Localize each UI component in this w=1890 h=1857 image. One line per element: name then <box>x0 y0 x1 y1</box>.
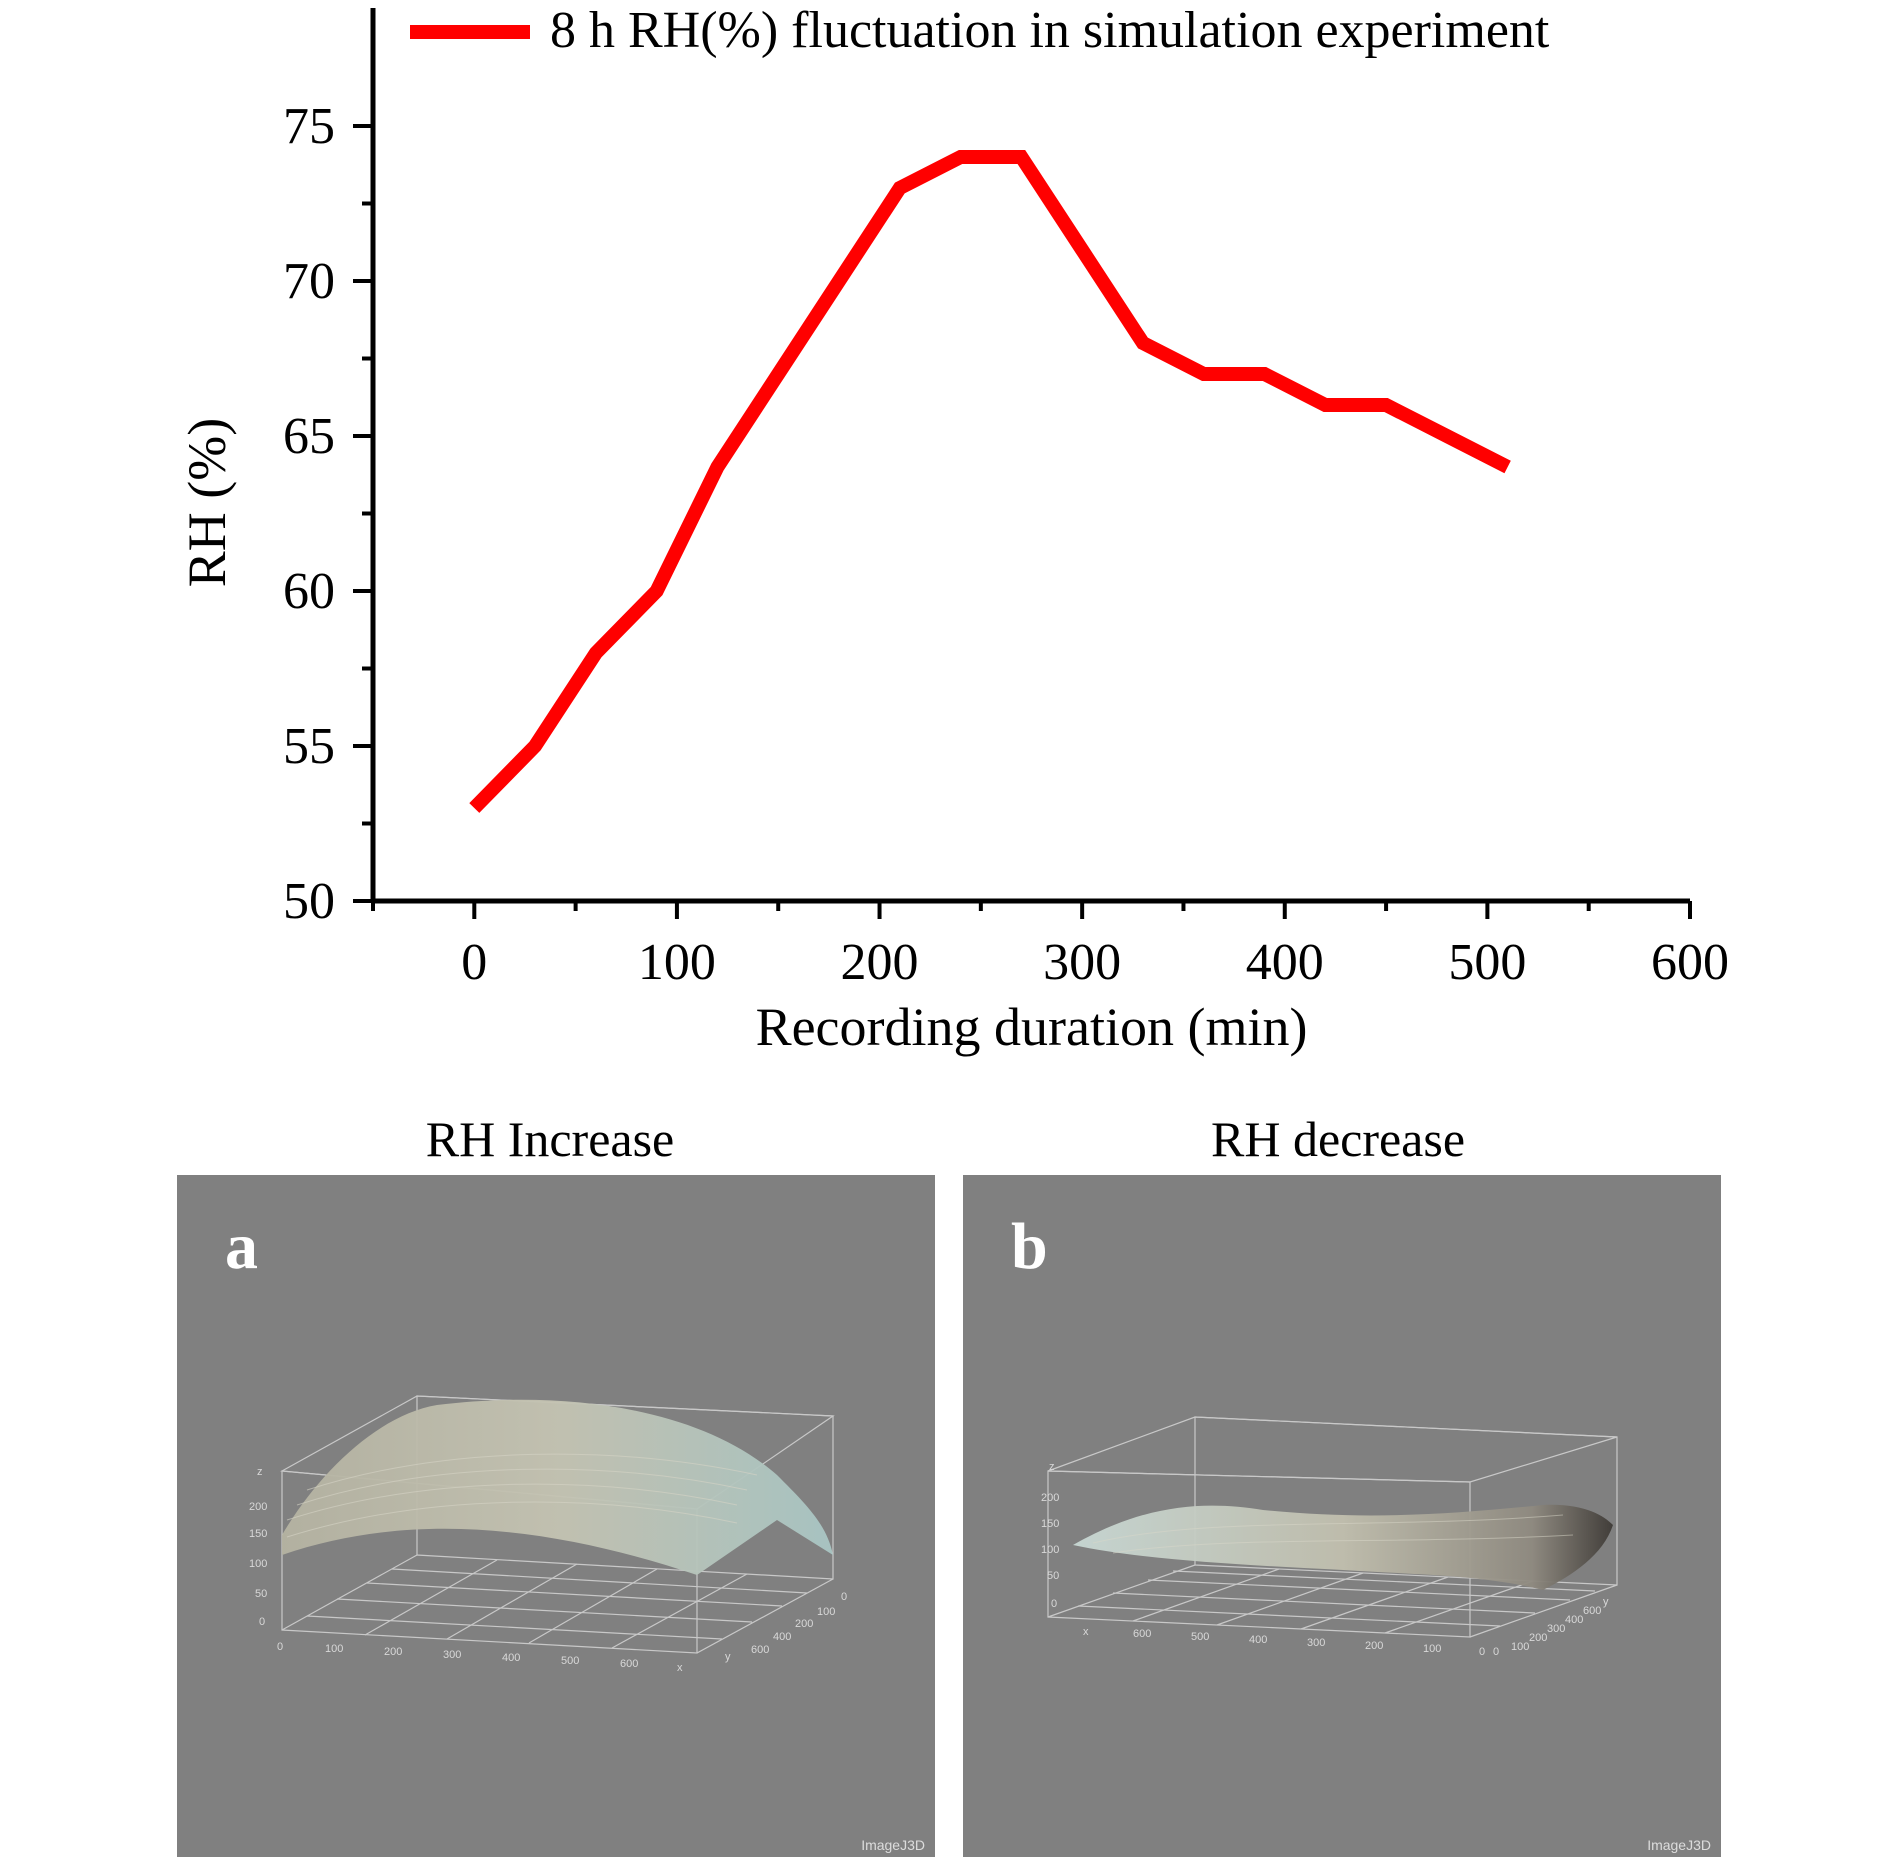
svg-text:200: 200 <box>1365 1640 1383 1652</box>
svg-text:500: 500 <box>1191 1631 1209 1643</box>
svg-text:x: x <box>1083 1626 1089 1638</box>
y-tick-label: 60 <box>283 563 335 620</box>
svg-text:100: 100 <box>249 1558 267 1570</box>
svg-text:50: 50 <box>1047 1570 1059 1582</box>
svg-text:300: 300 <box>443 1649 461 1661</box>
x-tick-label: 200 <box>841 934 919 991</box>
svg-text:500: 500 <box>561 1655 579 1667</box>
svg-text:600: 600 <box>1133 1628 1151 1640</box>
panel-b-image: z 200 150 100 50 0 x 600 500 400 300 200… <box>963 1175 1721 1857</box>
svg-text:0: 0 <box>1051 1598 1057 1610</box>
svg-text:200: 200 <box>384 1646 402 1658</box>
svg-text:0: 0 <box>1493 1646 1499 1658</box>
y-tick-label: 65 <box>283 408 335 465</box>
y-tick-label: 55 <box>283 718 335 775</box>
panel-a-watermark: ImageJ3D <box>861 1837 925 1853</box>
svg-text:y: y <box>1603 1596 1609 1608</box>
svg-text:200: 200 <box>795 1618 813 1630</box>
panel-a-title: RH Increase <box>425 1111 675 1167</box>
svg-text:0: 0 <box>1479 1646 1485 1658</box>
y-tick-label: 70 <box>283 253 335 310</box>
svg-text:200: 200 <box>1041 1492 1059 1504</box>
legend-label: 8 h RH(%) fluctuation in simulation expe… <box>550 2 1550 59</box>
svg-text:z: z <box>1049 1461 1055 1473</box>
series-line <box>469 150 1511 813</box>
panel-a-image: z 200 150 100 50 0 0 100 200 300 400 500… <box>177 1175 935 1857</box>
svg-text:100: 100 <box>817 1606 835 1618</box>
svg-text:100: 100 <box>1041 1544 1059 1556</box>
svg-text:200: 200 <box>1529 1632 1547 1644</box>
x-tick-label: 300 <box>1043 934 1121 991</box>
panel-a-letter: a <box>225 1210 258 1283</box>
svg-text:y: y <box>725 1651 731 1663</box>
panel-b-letter: b <box>1011 1210 1048 1283</box>
panel-b-title: RH decrease <box>1210 1111 1466 1167</box>
y-tick-label: 75 <box>283 98 335 155</box>
svg-text:400: 400 <box>1565 1614 1583 1626</box>
x-tick-label: 600 <box>1651 934 1729 991</box>
svg-text:100: 100 <box>325 1643 343 1655</box>
svg-text:150: 150 <box>249 1528 267 1540</box>
rh-line-chart: 50 55 60 65 70 75 0 100 200 300 400 500 600 Recording… <box>177 2 1729 1057</box>
panel-b-watermark: ImageJ3D <box>1647 1837 1711 1853</box>
svg-text:600: 600 <box>1583 1605 1601 1617</box>
svg-text:z: z <box>257 1466 263 1478</box>
x-tick-label: 0 <box>461 934 487 991</box>
y-axis-label: RH (%) <box>177 418 237 587</box>
svg-text:200: 200 <box>249 1501 267 1513</box>
svg-text:400: 400 <box>502 1652 520 1664</box>
svg-text:400: 400 <box>1249 1634 1267 1646</box>
svg-text:150: 150 <box>1041 1518 1059 1530</box>
svg-text:600: 600 <box>620 1658 638 1670</box>
x-tick-label: 500 <box>1448 934 1526 991</box>
svg-text:300: 300 <box>1547 1623 1565 1635</box>
svg-text:300: 300 <box>1307 1637 1325 1649</box>
y-tick-label: 50 <box>283 873 335 930</box>
surface-plot-a: z 200 150 100 50 0 0 100 200 300 400 500… <box>249 1395 847 1674</box>
svg-text:0: 0 <box>259 1616 265 1628</box>
x-tick-label: 100 <box>638 934 716 991</box>
svg-text:100: 100 <box>1511 1641 1529 1653</box>
svg-text:0: 0 <box>277 1641 283 1653</box>
svg-text:0: 0 <box>841 1591 847 1603</box>
svg-text:600: 600 <box>751 1644 769 1656</box>
svg-text:50: 50 <box>255 1588 267 1600</box>
surface-plot-b: z 200 150 100 50 0 x 600 500 400 300 200… <box>1041 1416 1618 1658</box>
x-axis-label: Recording duration (min) <box>756 997 1308 1057</box>
svg-text:x: x <box>677 1662 683 1674</box>
x-tick-label: 400 <box>1246 934 1324 991</box>
svg-text:400: 400 <box>773 1631 791 1643</box>
svg-text:100: 100 <box>1423 1643 1441 1655</box>
